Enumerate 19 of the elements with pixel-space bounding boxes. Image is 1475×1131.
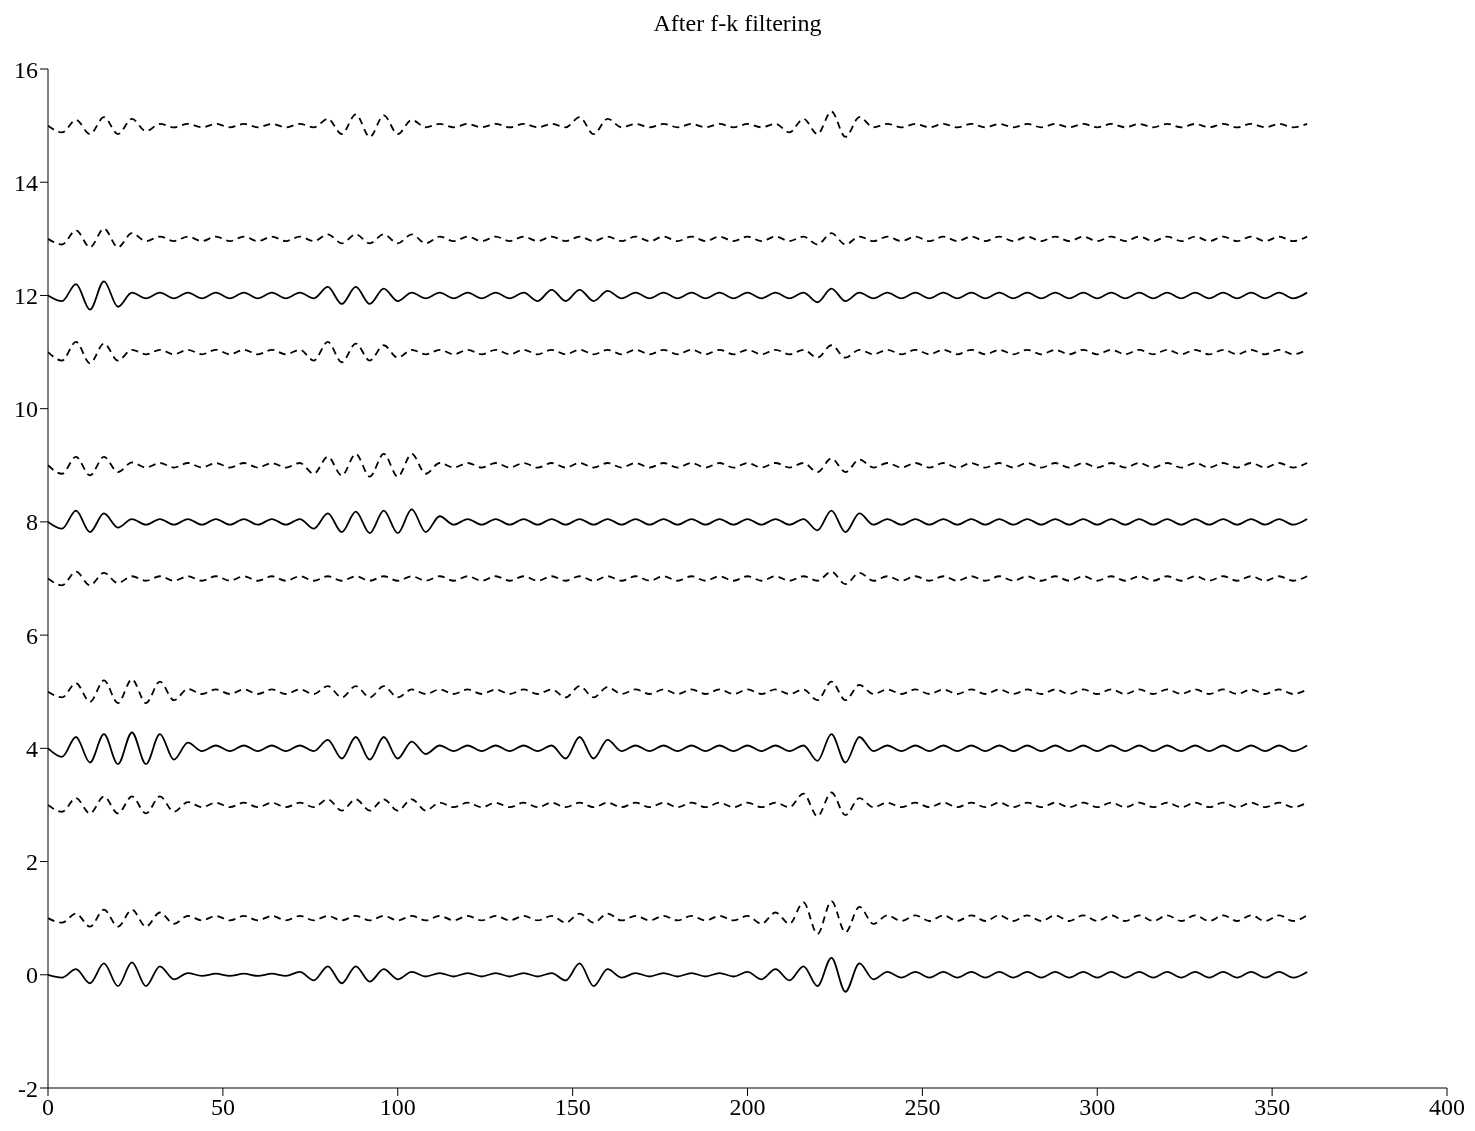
x-tick-label: 200 <box>729 1094 766 1121</box>
y-tick-label: 2 <box>26 849 38 876</box>
x-tick-label: 100 <box>379 1094 416 1121</box>
chart-title: After f-k filtering <box>652 10 823 37</box>
x-tick-label: 400 <box>1429 1094 1465 1121</box>
x-tick-label: 50 <box>210 1094 235 1121</box>
y-tick-label: 4 <box>26 735 38 762</box>
y-tick-label: 0 <box>26 962 38 989</box>
y-tick-label: 6 <box>26 622 38 649</box>
y-tick-label: 16 <box>14 56 38 83</box>
x-tick-label: 300 <box>1079 1094 1116 1121</box>
y-tick-label: 12 <box>14 282 38 309</box>
y-tick-label: 10 <box>14 396 38 423</box>
x-tick-label: 350 <box>1254 1094 1291 1121</box>
y-tick-label: 14 <box>14 169 38 196</box>
y-tick-label: -2 <box>18 1075 38 1102</box>
x-tick-label: 150 <box>554 1094 591 1121</box>
y-tick-label: 8 <box>26 509 38 536</box>
x-tick-label: 250 <box>904 1094 941 1121</box>
